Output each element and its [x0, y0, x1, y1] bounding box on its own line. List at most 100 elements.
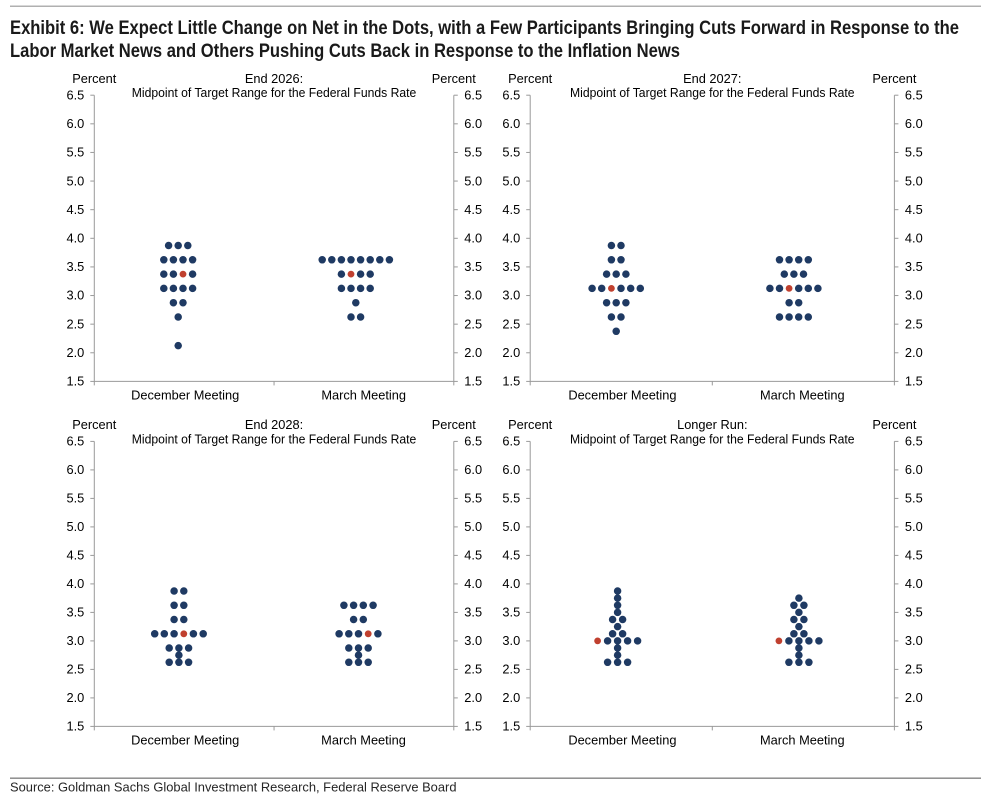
- svg-text:6.5: 6.5: [67, 87, 85, 102]
- svg-text:2.0: 2.0: [502, 690, 520, 705]
- svg-text:Midpoint of Target Range for t: Midpoint of Target Range for the Federal…: [570, 85, 855, 100]
- svg-text:3.5: 3.5: [905, 605, 923, 620]
- svg-text:4.5: 4.5: [502, 202, 520, 217]
- svg-text:5.0: 5.0: [905, 519, 923, 534]
- svg-text:3.0: 3.0: [464, 288, 482, 303]
- svg-text:5.5: 5.5: [67, 145, 85, 160]
- svg-text:2.0: 2.0: [905, 690, 923, 705]
- svg-text:5.5: 5.5: [67, 491, 85, 506]
- svg-text:1.5: 1.5: [502, 374, 520, 389]
- svg-text:5.0: 5.0: [502, 519, 520, 534]
- svg-text:End 2028:: End 2028:: [245, 417, 303, 432]
- svg-text:Percent: Percent: [872, 417, 917, 432]
- svg-text:Midpoint of Target Range for t: Midpoint of Target Range for the Federal…: [570, 431, 855, 446]
- svg-text:5.5: 5.5: [905, 145, 923, 160]
- svg-text:March Meeting: March Meeting: [321, 733, 406, 748]
- svg-text:1.5: 1.5: [905, 719, 923, 734]
- svg-text:3.0: 3.0: [905, 633, 923, 648]
- svg-text:4.5: 4.5: [905, 202, 923, 217]
- svg-text:2.5: 2.5: [67, 316, 85, 331]
- svg-text:Longer Run:: Longer Run:: [677, 417, 747, 432]
- svg-text:March Meeting: March Meeting: [760, 733, 845, 748]
- svg-text:3.5: 3.5: [905, 259, 923, 274]
- svg-text:3.5: 3.5: [502, 259, 520, 274]
- svg-text:6.5: 6.5: [67, 434, 85, 449]
- svg-text:2.0: 2.0: [464, 690, 482, 705]
- svg-text:3.0: 3.0: [502, 633, 520, 648]
- svg-text:2.5: 2.5: [67, 662, 85, 677]
- svg-text:2.0: 2.0: [464, 345, 482, 360]
- svg-text:6.5: 6.5: [464, 87, 482, 102]
- svg-text:December Meeting: December Meeting: [131, 388, 239, 403]
- svg-text:5.5: 5.5: [905, 491, 923, 506]
- svg-text:4.0: 4.0: [905, 576, 923, 591]
- svg-text:5.0: 5.0: [464, 519, 482, 534]
- svg-text:Labor Market News and Others P: Labor Market News and Others Pushing Cut…: [10, 40, 680, 62]
- svg-text:5.5: 5.5: [464, 145, 482, 160]
- svg-text:6.5: 6.5: [905, 87, 923, 102]
- svg-text:4.5: 4.5: [464, 548, 482, 563]
- svg-text:Percent: Percent: [432, 71, 477, 86]
- svg-text:4.0: 4.0: [905, 231, 923, 246]
- svg-text:2.5: 2.5: [502, 662, 520, 677]
- svg-text:March Meeting: March Meeting: [321, 388, 406, 403]
- svg-text:December Meeting: December Meeting: [568, 733, 676, 748]
- svg-text:3.5: 3.5: [67, 259, 85, 274]
- svg-text:6.5: 6.5: [464, 434, 482, 449]
- svg-text:1.5: 1.5: [905, 374, 923, 389]
- svg-text:Percent: Percent: [872, 71, 917, 86]
- svg-text:4.0: 4.0: [502, 231, 520, 246]
- svg-text:3.5: 3.5: [67, 605, 85, 620]
- svg-text:6.0: 6.0: [464, 116, 482, 131]
- svg-text:2.0: 2.0: [502, 345, 520, 360]
- svg-text:1.5: 1.5: [67, 374, 85, 389]
- svg-text:5.5: 5.5: [502, 145, 520, 160]
- svg-text:4.5: 4.5: [502, 548, 520, 563]
- svg-text:6.0: 6.0: [67, 116, 85, 131]
- svg-text:1.5: 1.5: [67, 719, 85, 734]
- svg-text:2.0: 2.0: [905, 345, 923, 360]
- svg-text:5.0: 5.0: [67, 173, 85, 188]
- svg-text:Exhibit 6: We Expect Little Ch: Exhibit 6: We Expect Little Change on Ne…: [10, 17, 959, 39]
- svg-text:3.0: 3.0: [502, 288, 520, 303]
- svg-text:6.0: 6.0: [502, 116, 520, 131]
- svg-text:3.0: 3.0: [464, 633, 482, 648]
- svg-text:6.0: 6.0: [905, 116, 923, 131]
- svg-text:5.0: 5.0: [502, 173, 520, 188]
- svg-text:December Meeting: December Meeting: [568, 388, 676, 403]
- svg-text:4.0: 4.0: [464, 576, 482, 591]
- svg-text:5.5: 5.5: [502, 491, 520, 506]
- svg-text:End 2026:: End 2026:: [245, 71, 303, 86]
- svg-text:6.0: 6.0: [905, 462, 923, 477]
- svg-text:3.0: 3.0: [67, 633, 85, 648]
- svg-text:6.0: 6.0: [464, 462, 482, 477]
- svg-text:6.5: 6.5: [502, 87, 520, 102]
- svg-text:4.0: 4.0: [67, 576, 85, 591]
- svg-text:3.0: 3.0: [67, 288, 85, 303]
- svg-text:2.5: 2.5: [905, 316, 923, 331]
- svg-text:Percent: Percent: [508, 71, 553, 86]
- svg-text:2.0: 2.0: [67, 690, 85, 705]
- svg-text:December Meeting: December Meeting: [131, 733, 239, 748]
- svg-text:6.5: 6.5: [502, 434, 520, 449]
- svg-text:3.5: 3.5: [464, 259, 482, 274]
- svg-text:2.0: 2.0: [67, 345, 85, 360]
- svg-text:3.5: 3.5: [464, 605, 482, 620]
- svg-text:Midpoint of Target Range for t: Midpoint of Target Range for the Federal…: [132, 431, 417, 446]
- svg-text:March Meeting: March Meeting: [760, 388, 845, 403]
- svg-text:5.0: 5.0: [905, 173, 923, 188]
- svg-text:4.5: 4.5: [464, 202, 482, 217]
- svg-text:6.0: 6.0: [502, 462, 520, 477]
- svg-text:3.0: 3.0: [905, 288, 923, 303]
- svg-text:1.5: 1.5: [464, 374, 482, 389]
- svg-text:Percent: Percent: [432, 417, 477, 432]
- svg-text:5.0: 5.0: [464, 173, 482, 188]
- svg-text:4.0: 4.0: [502, 576, 520, 591]
- svg-text:Midpoint of Target Range for t: Midpoint of Target Range for the Federal…: [132, 85, 417, 100]
- svg-text:4.5: 4.5: [905, 548, 923, 563]
- svg-text:4.5: 4.5: [67, 202, 85, 217]
- svg-text:Percent: Percent: [72, 417, 117, 432]
- svg-text:End 2027:: End 2027:: [683, 71, 741, 86]
- svg-text:2.5: 2.5: [502, 316, 520, 331]
- svg-text:6.5: 6.5: [905, 434, 923, 449]
